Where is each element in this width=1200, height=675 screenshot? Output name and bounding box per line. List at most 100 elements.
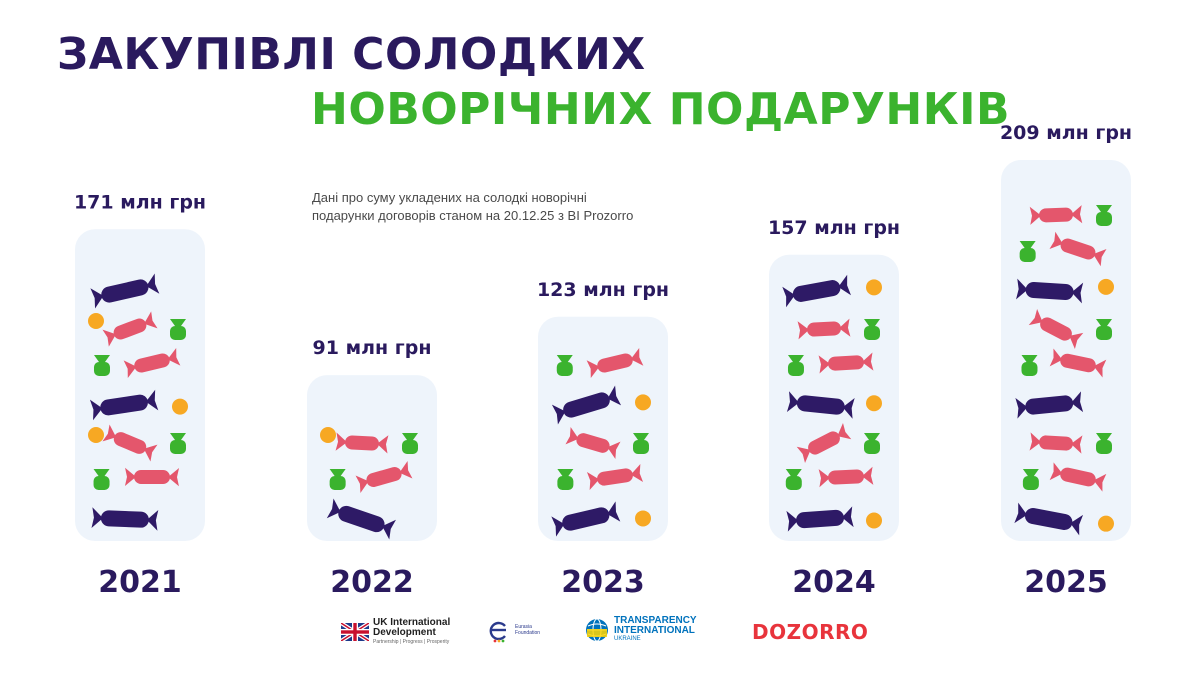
candy-purple [786, 391, 855, 419]
candy-orange [88, 427, 104, 443]
uk-flag-icon [341, 623, 369, 641]
candy-pink [565, 426, 621, 460]
uk-international-development-logo: UK International Development Partnership… [341, 618, 450, 646]
uk-logo-line-2: Development [373, 627, 436, 638]
data-source-note-line-2: подарунки договорів станом на 20.12.25 з… [312, 208, 634, 223]
candy-pink [1049, 231, 1107, 267]
candy-pink [818, 352, 874, 374]
candy-orange [866, 279, 882, 296]
category-label-2021: 2021 [98, 565, 182, 600]
candy-green [1022, 469, 1039, 490]
ti-logo-line-2: INTERNATIONAL [614, 625, 695, 636]
candy-green [633, 433, 649, 454]
category-label-2023: 2023 [561, 565, 645, 600]
candy-orange [1098, 515, 1114, 532]
candy-green [1021, 355, 1038, 376]
ti-logo-line-1: TRANSPARENCY [614, 615, 697, 626]
candy-green [864, 319, 880, 340]
transparency-international-logo: TRANSPARENCY INTERNATIONAL UKRAINE [585, 616, 697, 643]
chart-title-line-1: ЗАКУПІВЛІ СОЛОДКИХ [57, 29, 646, 80]
bar-jar-2023 [538, 316, 668, 541]
candy-green [402, 433, 418, 454]
candy-orange [1098, 278, 1114, 295]
candy-orange [635, 394, 651, 411]
candy-pink [1029, 205, 1083, 225]
value-label-2024: 157 млн грн [768, 217, 900, 239]
candy-pink [102, 311, 158, 347]
candy-purple [1014, 502, 1084, 536]
bar-2024 [769, 254, 899, 542]
data-source-note: Дані про суму укладених на солодкі новор… [312, 189, 702, 225]
candy-green [170, 433, 186, 454]
uk-logo-tagline: Partnership | Progress | Prosperity [373, 639, 450, 645]
candy-pink [335, 432, 389, 454]
partner-logos: UK International Development Partnership… [0, 610, 1200, 660]
value-label-2021: 171 млн грн [74, 191, 206, 213]
candy-pink [123, 347, 181, 379]
candy-green [864, 433, 880, 454]
candy-pink [102, 424, 158, 462]
candy-green [170, 319, 186, 340]
candy-pink [818, 466, 874, 488]
candy-bar-chart: 171 млн грн 2021 91 млн грн 2022 123 млн грн… [74, 122, 1132, 600]
candy-purple [1015, 391, 1084, 419]
category-label-2024: 2024 [792, 565, 876, 600]
candy-purple [551, 385, 622, 425]
bar-2022 [307, 375, 437, 541]
bar-2023 [538, 316, 668, 541]
dozorro-logo: DOZORRO [752, 620, 869, 644]
candy-purple [1016, 278, 1084, 304]
eurasia-foundation-logo: Eurasia Foundation [487, 616, 545, 644]
candy-purple [326, 498, 396, 540]
eurasia-foundation-icon [489, 621, 506, 643]
ti-logo-line-3: UKRAINE [614, 636, 641, 642]
candy-pink [586, 464, 644, 490]
bar-2025 [1001, 160, 1131, 541]
candy-green [557, 469, 574, 490]
candy-green [785, 469, 802, 490]
bar-jar-2022 [307, 375, 437, 541]
chart-title-line-2: НОВОРІЧНИХ ПОДАРУНКІВ [311, 84, 1011, 135]
candy-orange [172, 398, 188, 415]
candy-orange [866, 512, 882, 529]
candy-pink [586, 347, 644, 379]
candy-purple [89, 389, 159, 421]
bar-jar-2021 [75, 229, 205, 542]
candy-purple [782, 274, 851, 308]
data-source-note-line-1: Дані про суму укладених на солодкі новор… [312, 190, 587, 205]
candy-pink [1049, 462, 1107, 492]
candy-purple [551, 501, 621, 537]
candy-purple [91, 507, 159, 531]
candy-orange [866, 395, 882, 412]
candy-pink [355, 460, 413, 494]
uk-logo-line-1: UK International [373, 617, 451, 628]
eurasia-logo-line-1: Eurasia [515, 624, 532, 630]
candy-green [1019, 241, 1036, 262]
value-label-2025: 209 млн грн [1000, 122, 1132, 144]
candy-green [329, 469, 346, 490]
candy-pink [1029, 432, 1083, 454]
value-label-2023: 123 млн грн [537, 279, 669, 301]
candy-green [1096, 319, 1112, 340]
candy-purple [90, 273, 160, 309]
candy-pink [797, 318, 851, 340]
candy-pink [796, 423, 852, 463]
candy-orange [320, 427, 336, 443]
candy-orange [88, 313, 104, 329]
candy-orange [635, 510, 651, 527]
candy-green [1096, 433, 1112, 454]
ti-globe-icon [586, 618, 608, 641]
candy-green [556, 355, 573, 376]
candy-pink [124, 467, 180, 487]
candy-green [93, 355, 110, 376]
category-label-2025: 2025 [1024, 565, 1108, 600]
category-label-2022: 2022 [330, 565, 414, 600]
candy-green [93, 469, 110, 490]
candy-green [787, 355, 804, 376]
value-label-2022: 91 млн грн [313, 337, 432, 359]
candy-green [1096, 205, 1112, 226]
bar-2021 [75, 229, 205, 542]
candy-purple [786, 506, 854, 532]
candy-pink [1049, 348, 1107, 378]
eurasia-logo-line-2: Foundation [515, 630, 541, 636]
